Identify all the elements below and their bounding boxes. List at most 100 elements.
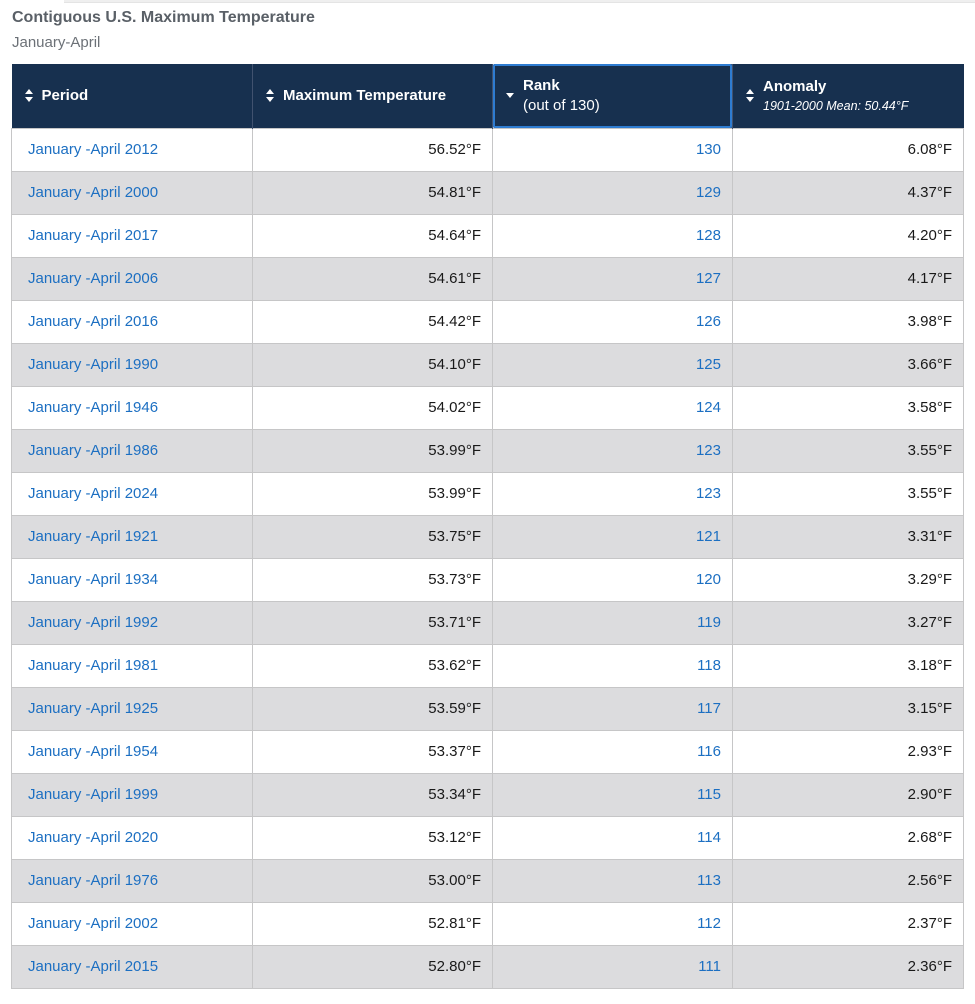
column-label: Anomaly	[763, 77, 827, 95]
rank-cell: 129	[492, 170, 733, 215]
column-header-period[interactable]: Period	[11, 64, 253, 128]
period-cell: January -April 2024	[11, 471, 253, 516]
period-link[interactable]: January -April 1981	[28, 657, 159, 674]
rank-cell: 128	[492, 213, 733, 258]
rank-cell: 121	[492, 514, 733, 559]
rank-link[interactable]: 112	[697, 915, 721, 932]
temperature-rankings-table: Period Maximum Temperature Rank (out of …	[11, 64, 964, 989]
table-row: January -April 1976 53.00°F 113 2.56°F	[11, 858, 964, 903]
period-link[interactable]: January -April 1946	[28, 399, 159, 416]
rank-link[interactable]: 117	[697, 700, 721, 717]
rank-link[interactable]: 123	[695, 442, 721, 459]
table-row: January -April 1954 53.37°F 116 2.93°F	[11, 729, 964, 774]
table-row: January -April 2015 52.80°F 111 2.36°F	[11, 944, 964, 989]
table-row: January -April 1925 53.59°F 117 3.15°F	[11, 686, 964, 731]
rank-cell: 119	[492, 600, 733, 645]
rank-link[interactable]: 129	[695, 184, 721, 201]
period-cell: January -April 1946	[11, 385, 253, 430]
column-label: Maximum Temperature	[283, 87, 447, 105]
max-temperature-cell: 53.37°F	[252, 729, 493, 774]
table-row: January -April 1999 53.34°F 115 2.90°F	[11, 772, 964, 817]
column-header-rank[interactable]: Rank (out of 130)	[492, 64, 733, 128]
rank-link[interactable]: 114	[697, 829, 721, 846]
period-link[interactable]: January -April 1934	[28, 571, 159, 588]
period-link[interactable]: January -April 2020	[28, 829, 159, 846]
rank-cell: 120	[492, 557, 733, 602]
anomaly-cell: 2.36°F	[732, 944, 964, 989]
sort-both-icon	[266, 89, 274, 103]
period-link[interactable]: January -April 2015	[28, 958, 159, 975]
table-row: January -April 2006 54.61°F 127 4.17°F	[11, 256, 964, 301]
period-link[interactable]: January -April 2016	[28, 313, 159, 330]
rank-cell: 125	[492, 342, 733, 387]
max-temperature-cell: 53.34°F	[252, 772, 493, 817]
anomaly-cell: 3.66°F	[732, 342, 964, 387]
rank-link[interactable]: 124	[695, 399, 721, 416]
rank-cell: 116	[492, 729, 733, 774]
period-link[interactable]: January -April 1976	[28, 872, 159, 889]
anomaly-cell: 4.37°F	[732, 170, 964, 215]
table-row: January -April 1934 53.73°F 120 3.29°F	[11, 557, 964, 602]
table-row: January -April 1986 53.99°F 123 3.55°F	[11, 428, 964, 473]
rank-link[interactable]: 120	[695, 571, 721, 588]
anomaly-cell: 4.20°F	[732, 213, 964, 258]
max-temperature-cell: 53.59°F	[252, 686, 493, 731]
period-link[interactable]: January -April 2006	[28, 270, 159, 287]
anomaly-cell: 3.55°F	[732, 471, 964, 516]
column-header-max-temperature[interactable]: Maximum Temperature	[252, 64, 493, 128]
period-cell: January -April 1986	[11, 428, 253, 473]
period-cell: January -April 1981	[11, 643, 253, 688]
period-link[interactable]: January -April 2024	[28, 485, 159, 502]
column-label: Period	[41, 87, 89, 105]
period-link[interactable]: January -April 1925	[28, 700, 159, 717]
anomaly-cell: 3.58°F	[732, 385, 964, 430]
rank-link[interactable]: 116	[697, 743, 721, 760]
period-link[interactable]: January -April 2012	[28, 141, 159, 158]
anomaly-cell: 4.17°F	[732, 256, 964, 301]
max-temperature-cell: 53.71°F	[252, 600, 493, 645]
table-header: Period Maximum Temperature Rank (out of …	[11, 64, 964, 128]
rank-link[interactable]: 126	[695, 313, 721, 330]
table-row: January -April 2017 54.64°F 128 4.20°F	[11, 213, 964, 258]
period-link[interactable]: January -April 1921	[28, 528, 159, 545]
column-header-anomaly[interactable]: Anomaly 1901-2000 Mean: 50.44°F	[732, 64, 964, 128]
rank-link[interactable]: 128	[695, 227, 721, 244]
rank-link[interactable]: 111	[698, 958, 721, 975]
anomaly-cell: 3.27°F	[732, 600, 964, 645]
rank-link[interactable]: 115	[697, 786, 721, 803]
period-cell: January -April 1954	[11, 729, 253, 774]
sort-both-icon	[746, 89, 754, 103]
max-temperature-cell: 56.52°F	[252, 127, 493, 172]
rank-link[interactable]: 118	[697, 657, 721, 674]
rank-cell: 130	[492, 127, 733, 172]
period-link[interactable]: January -April 2017	[28, 227, 159, 244]
rank-link[interactable]: 113	[697, 872, 721, 889]
rank-cell: 115	[492, 772, 733, 817]
rank-link[interactable]: 119	[697, 614, 721, 631]
period-link[interactable]: January -April 1992	[28, 614, 159, 631]
period-cell: January -April 2020	[11, 815, 253, 860]
period-link[interactable]: January -April 1999	[28, 786, 159, 803]
rank-link[interactable]: 127	[695, 270, 721, 287]
rank-link[interactable]: 123	[695, 485, 721, 502]
max-temperature-cell: 53.62°F	[252, 643, 493, 688]
period-cell: January -April 2006	[11, 256, 253, 301]
period-link[interactable]: January -April 2000	[28, 184, 159, 201]
max-temperature-cell: 54.64°F	[252, 213, 493, 258]
column-sublabel: 1901-2000 Mean: 50.44°F	[763, 98, 909, 113]
rank-link[interactable]: 130	[695, 141, 721, 158]
max-temperature-cell: 53.12°F	[252, 815, 493, 860]
period-link[interactable]: January -April 1986	[28, 442, 159, 459]
rank-link[interactable]: 125	[695, 356, 721, 373]
table-row: January -April 2016 54.42°F 126 3.98°F	[11, 299, 964, 344]
table-row: January -April 1921 53.75°F 121 3.31°F	[11, 514, 964, 559]
period-link[interactable]: January -April 1990	[28, 356, 159, 373]
period-cell: January -April 1976	[11, 858, 253, 903]
rank-link[interactable]: 121	[695, 528, 721, 545]
anomaly-cell: 2.56°F	[732, 858, 964, 903]
period-link[interactable]: January -April 2002	[28, 915, 159, 932]
rank-cell: 127	[492, 256, 733, 301]
period-link[interactable]: January -April 1954	[28, 743, 159, 760]
period-cell: January -April 1999	[11, 772, 253, 817]
